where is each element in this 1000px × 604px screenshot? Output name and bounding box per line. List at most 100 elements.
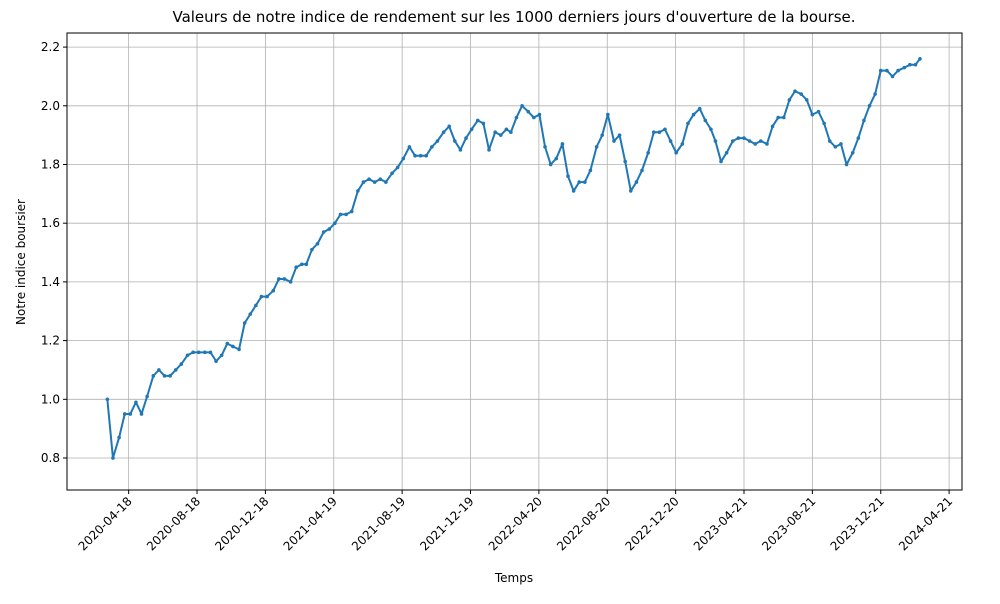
data-point bbox=[668, 139, 673, 143]
data-point bbox=[498, 133, 503, 137]
chart-title: Valeurs de notre indice de rendement sur… bbox=[172, 8, 855, 26]
y-axis-label: Notre indice boursier bbox=[14, 199, 28, 325]
data-point bbox=[787, 98, 792, 102]
data-point bbox=[464, 136, 468, 140]
data-point bbox=[571, 189, 576, 193]
data-point bbox=[310, 247, 314, 252]
data-point bbox=[867, 103, 872, 108]
data-point bbox=[583, 180, 587, 184]
data-point bbox=[646, 150, 650, 155]
data-point bbox=[208, 350, 213, 355]
data-point bbox=[793, 89, 797, 93]
data-point bbox=[890, 74, 895, 79]
data-point bbox=[810, 112, 815, 117]
data-point bbox=[623, 159, 627, 164]
data-point bbox=[657, 130, 662, 135]
data-point bbox=[248, 312, 253, 316]
data-point bbox=[765, 142, 769, 146]
data-point bbox=[577, 180, 582, 184]
data-point bbox=[493, 130, 497, 135]
data-point bbox=[300, 262, 304, 267]
data-point bbox=[447, 124, 452, 129]
data-point bbox=[663, 127, 667, 132]
data-point bbox=[151, 374, 156, 378]
data-point bbox=[588, 168, 593, 173]
data-point bbox=[612, 139, 616, 143]
data-point bbox=[566, 174, 570, 179]
y-tick-label: 1.4 bbox=[41, 275, 60, 289]
data-point bbox=[277, 277, 281, 281]
data-point bbox=[338, 212, 343, 217]
data-point bbox=[680, 142, 685, 146]
data-point bbox=[288, 280, 293, 284]
data-point bbox=[441, 130, 446, 135]
data-point bbox=[349, 209, 354, 214]
data-point bbox=[651, 130, 656, 135]
data-point bbox=[321, 230, 326, 234]
data-point bbox=[600, 133, 605, 137]
data-point bbox=[111, 456, 115, 460]
data-point bbox=[315, 241, 320, 246]
data-point bbox=[856, 136, 861, 140]
axes-frame bbox=[66, 32, 963, 491]
data-point bbox=[691, 112, 696, 117]
data-point bbox=[816, 109, 821, 114]
data-point bbox=[709, 127, 713, 132]
data-point bbox=[747, 139, 752, 143]
data-point bbox=[781, 115, 786, 120]
data-point bbox=[918, 57, 922, 61]
data-point bbox=[520, 103, 524, 108]
data-point bbox=[606, 112, 610, 117]
data-point bbox=[878, 68, 883, 73]
data-point bbox=[703, 118, 708, 123]
data-point bbox=[469, 127, 474, 132]
y-tick-label: 1.0 bbox=[41, 392, 60, 406]
data-point bbox=[361, 180, 366, 184]
data-point bbox=[697, 106, 702, 111]
data-point bbox=[203, 350, 207, 355]
data-point bbox=[254, 303, 258, 308]
x-axis-label: Temps bbox=[494, 571, 533, 585]
data-point bbox=[634, 180, 639, 184]
data-point bbox=[401, 156, 406, 161]
data-point bbox=[759, 139, 763, 143]
data-point bbox=[514, 115, 519, 120]
grid bbox=[67, 33, 962, 490]
data-point bbox=[453, 139, 457, 143]
data-point bbox=[333, 221, 337, 225]
data-point bbox=[736, 136, 741, 140]
data-point bbox=[548, 162, 553, 167]
data-point bbox=[157, 368, 161, 372]
data-point bbox=[242, 321, 247, 325]
data-point bbox=[122, 412, 127, 416]
data-point bbox=[134, 400, 138, 405]
data-point bbox=[356, 189, 360, 193]
data-point bbox=[139, 412, 144, 416]
data-point bbox=[862, 118, 866, 123]
data-point bbox=[674, 150, 678, 155]
data-point bbox=[686, 121, 690, 126]
y-tick-label: 1.8 bbox=[41, 157, 60, 171]
data-point bbox=[908, 62, 912, 67]
data-point bbox=[214, 359, 218, 363]
data-point bbox=[885, 68, 889, 73]
data-point bbox=[753, 142, 758, 146]
data-point bbox=[543, 145, 547, 149]
data-point bbox=[105, 397, 110, 402]
data-point bbox=[730, 139, 735, 143]
data-point bbox=[822, 121, 826, 126]
data-point bbox=[839, 142, 843, 146]
y-tick-label: 1.2 bbox=[41, 334, 60, 348]
data-point bbox=[594, 145, 599, 149]
data-point bbox=[458, 148, 463, 152]
data-point bbox=[259, 294, 264, 299]
data-point bbox=[162, 374, 167, 378]
data-point bbox=[304, 262, 309, 267]
data-point bbox=[378, 177, 383, 181]
data-point bbox=[265, 294, 269, 299]
data-point bbox=[128, 412, 133, 416]
data-point bbox=[179, 362, 184, 366]
data-point bbox=[413, 153, 417, 158]
data-point bbox=[799, 92, 803, 96]
data-point bbox=[532, 115, 536, 120]
